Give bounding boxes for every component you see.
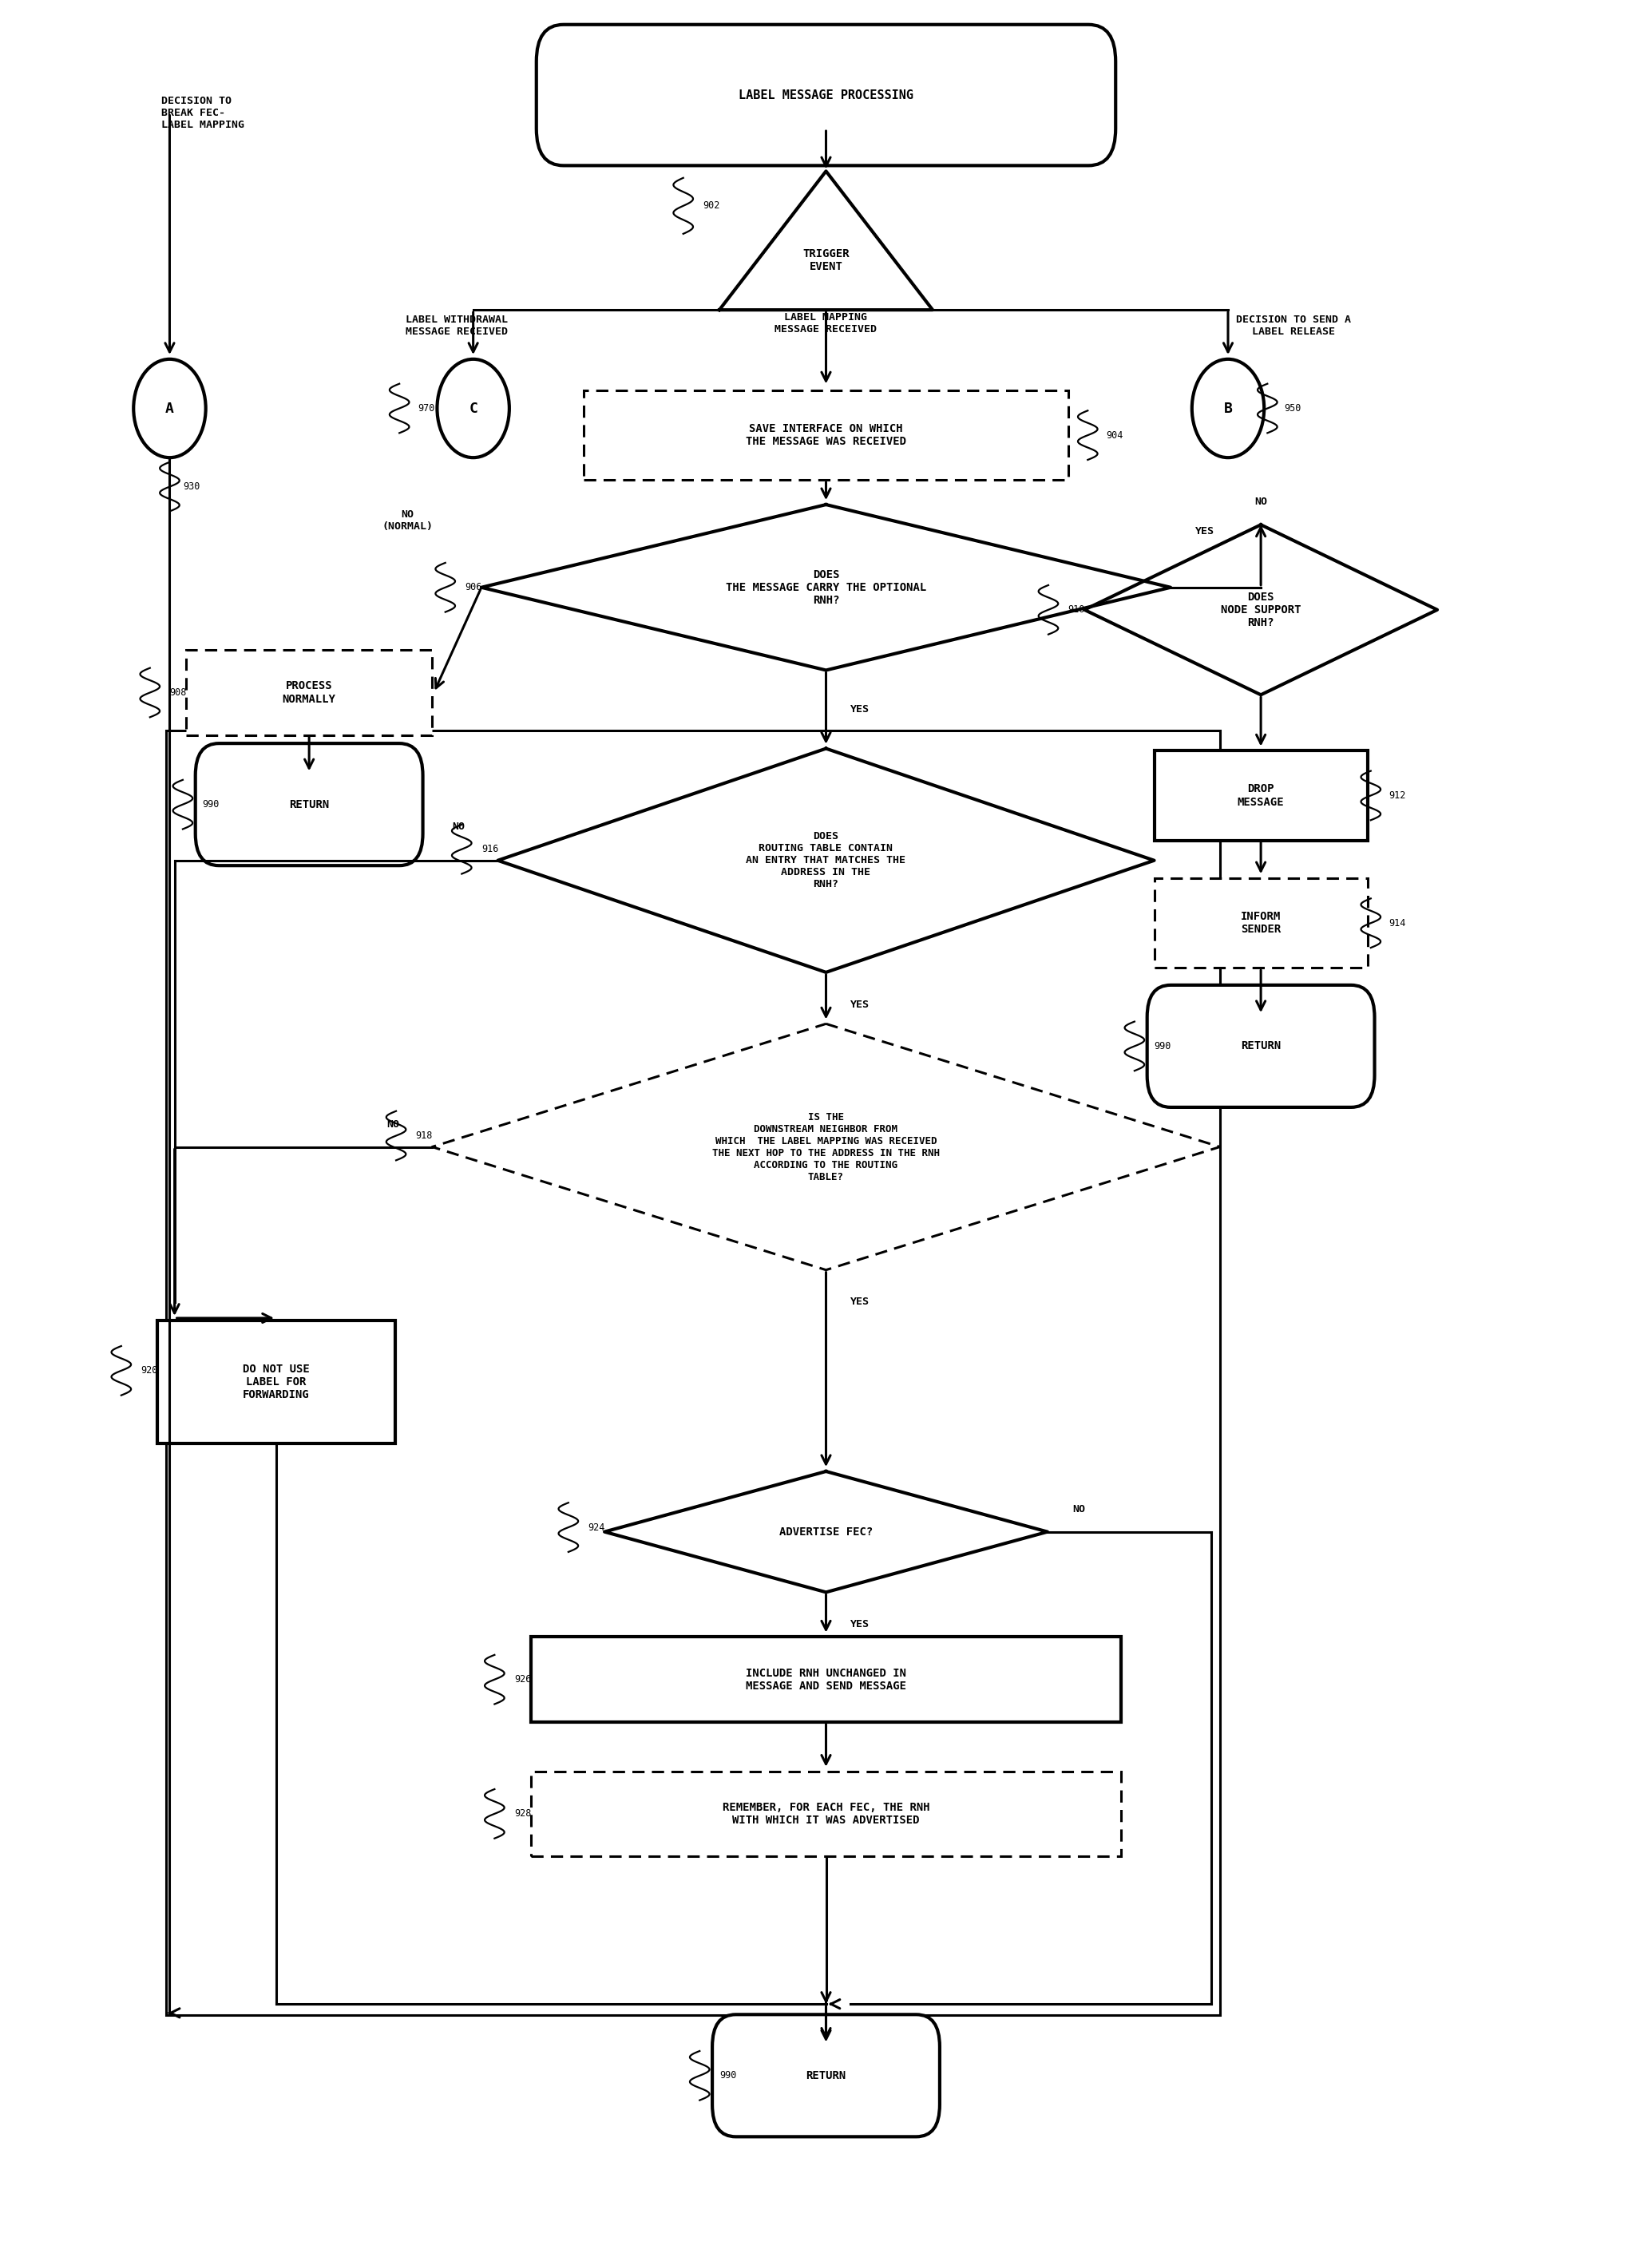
Bar [167, 731, 1219, 2015]
Text: REMEMBER, FOR EACH FEC, THE RNH
WITH WHICH IT WAS ADVERTISED: REMEMBER, FOR EACH FEC, THE RNH WITH WHI… [722, 1801, 930, 1826]
Bar [530, 1637, 1122, 1723]
Circle shape [438, 360, 509, 457]
Text: 912: 912 [1389, 789, 1406, 801]
Text: DOES
NODE SUPPORT
RNH?: DOES NODE SUPPORT RNH? [1221, 591, 1302, 627]
Text: 926: 926 [514, 1673, 532, 1685]
Text: 920: 920 [140, 1365, 159, 1376]
Text: ADVERTISE FEC?: ADVERTISE FEC? [780, 1527, 872, 1538]
Text: 902: 902 [704, 200, 720, 211]
Text: 990: 990 [719, 2071, 737, 2080]
Bar [157, 1320, 395, 1444]
Polygon shape [605, 1471, 1047, 1592]
Polygon shape [433, 1023, 1219, 1271]
Text: 950: 950 [1284, 403, 1300, 414]
Text: NO: NO [1072, 1505, 1085, 1514]
Text: DECISION TO SEND A
LABEL RELEASE: DECISION TO SEND A LABEL RELEASE [1236, 315, 1351, 337]
Circle shape [1193, 360, 1264, 457]
Bar [1155, 751, 1368, 841]
Bar [1155, 879, 1368, 967]
FancyBboxPatch shape [712, 2015, 940, 2137]
Text: 990: 990 [203, 798, 220, 810]
Text: RETURN: RETURN [289, 798, 329, 810]
Polygon shape [497, 749, 1155, 972]
Polygon shape [1084, 524, 1437, 695]
Text: LABEL MAPPING
MESSAGE RECEIVED: LABEL MAPPING MESSAGE RECEIVED [775, 313, 877, 335]
Text: DOES
ROUTING TABLE CONTAIN
AN ENTRY THAT MATCHES THE
ADDRESS IN THE
RNH?: DOES ROUTING TABLE CONTAIN AN ENTRY THAT… [747, 832, 905, 891]
Circle shape [134, 360, 206, 457]
Polygon shape [719, 171, 933, 310]
Text: 970: 970 [418, 403, 434, 414]
FancyBboxPatch shape [195, 744, 423, 866]
Text: 904: 904 [1105, 430, 1123, 441]
Bar [583, 391, 1069, 479]
Text: TRIGGER
EVENT: TRIGGER EVENT [803, 247, 849, 272]
Text: 918: 918 [416, 1131, 433, 1140]
Text: INFORM
SENDER: INFORM SENDER [1241, 911, 1280, 936]
Text: IS THE
DOWNSTREAM NEIGHBOR FROM
WHICH  THE LABEL MAPPING WAS RECEIVED
THE NEXT H: IS THE DOWNSTREAM NEIGHBOR FROM WHICH TH… [712, 1111, 940, 1183]
Text: B: B [1224, 400, 1232, 416]
Text: 906: 906 [464, 582, 482, 591]
Text: 908: 908 [170, 688, 187, 697]
Text: 928: 928 [514, 1808, 532, 1819]
Text: LABEL MESSAGE PROCESSING: LABEL MESSAGE PROCESSING [738, 90, 914, 101]
Polygon shape [481, 504, 1171, 670]
FancyBboxPatch shape [537, 25, 1115, 166]
Text: 910: 910 [1069, 605, 1085, 614]
Text: YES: YES [851, 704, 869, 715]
Text: C: C [469, 400, 477, 416]
Text: DO NOT USE
LABEL FOR
FORWARDING: DO NOT USE LABEL FOR FORWARDING [243, 1363, 309, 1401]
Text: SAVE INTERFACE ON WHICH
THE MESSAGE WAS RECEIVED: SAVE INTERFACE ON WHICH THE MESSAGE WAS … [745, 423, 907, 448]
Text: RETURN: RETURN [1241, 1041, 1280, 1053]
Text: YES: YES [851, 999, 869, 1010]
Text: DROP
MESSAGE: DROP MESSAGE [1237, 783, 1284, 807]
Text: RETURN: RETURN [806, 2069, 846, 2080]
Bar [530, 1772, 1122, 1855]
Text: 914: 914 [1389, 918, 1406, 929]
Text: NO: NO [453, 821, 464, 832]
Text: A: A [165, 400, 173, 416]
Text: PROCESS
NORMALLY: PROCESS NORMALLY [282, 681, 335, 704]
Text: NO: NO [1254, 497, 1267, 506]
Text: YES: YES [851, 1298, 869, 1307]
Text: NO: NO [387, 1120, 400, 1129]
Text: 916: 916 [481, 843, 499, 855]
Text: YES: YES [851, 1619, 869, 1631]
Text: 930: 930 [183, 481, 200, 493]
Text: 990: 990 [1155, 1041, 1171, 1050]
Text: YES: YES [1194, 526, 1214, 538]
Text: DOES
THE MESSAGE CARRY THE OPTIONAL
RNH?: DOES THE MESSAGE CARRY THE OPTIONAL RNH? [725, 569, 927, 605]
Text: DECISION TO
BREAK FEC-
LABEL MAPPING: DECISION TO BREAK FEC- LABEL MAPPING [162, 97, 244, 130]
Text: INCLUDE RNH UNCHANGED IN
MESSAGE AND SEND MESSAGE: INCLUDE RNH UNCHANGED IN MESSAGE AND SEN… [745, 1667, 907, 1691]
Text: NO
(NORMAL): NO (NORMAL) [382, 508, 433, 531]
FancyBboxPatch shape [1146, 985, 1374, 1107]
Bar [187, 650, 433, 735]
Text: 924: 924 [588, 1523, 605, 1532]
Text: LABEL WITHDRAWAL
MESSAGE RECEIVED: LABEL WITHDRAWAL MESSAGE RECEIVED [406, 315, 507, 337]
